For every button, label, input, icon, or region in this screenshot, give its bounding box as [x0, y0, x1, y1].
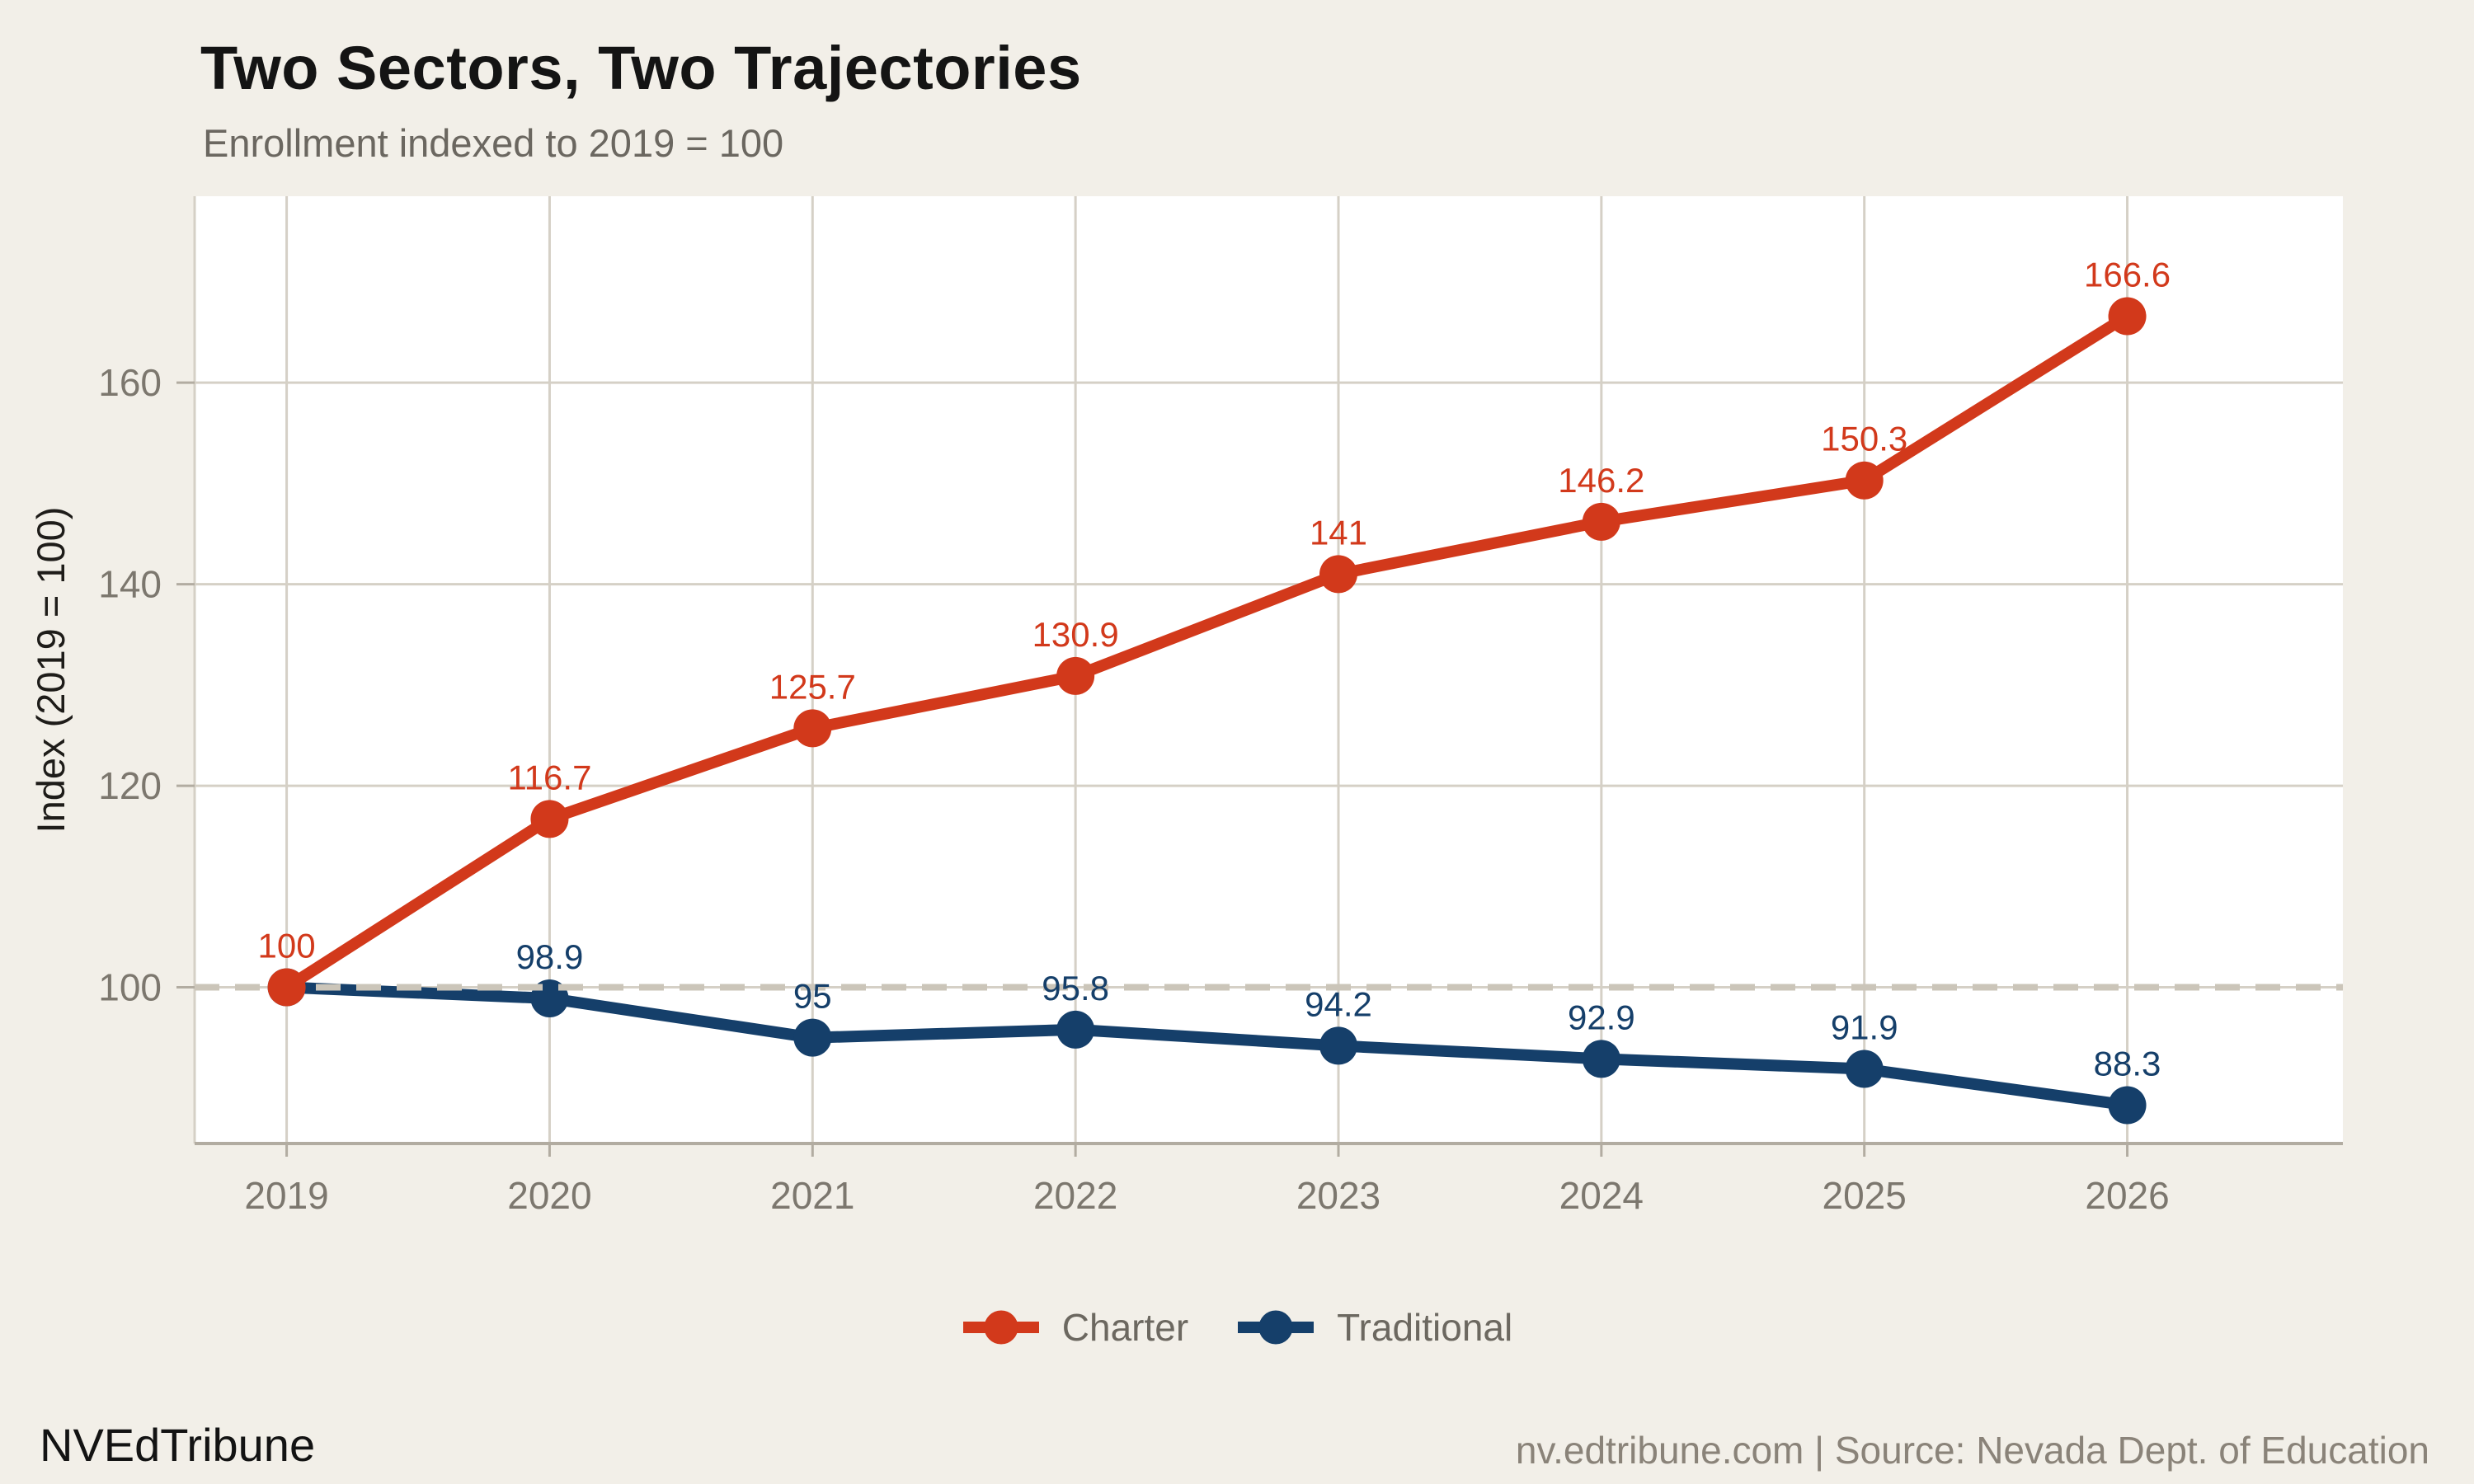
traditional-line: [280, 981, 2133, 1111]
point-charter-2020: [530, 800, 569, 838]
data-label-charter-2023: 141: [1310, 513, 1367, 552]
point-traditional-2022: [1056, 1010, 1095, 1049]
point-traditional-2023: [1319, 1026, 1357, 1065]
y-axis-label: Index (2019 = 100): [29, 507, 73, 834]
data-label-traditional-2023: 94.2: [1305, 984, 1372, 1023]
legend-label-traditional: Traditional: [1337, 1306, 1513, 1349]
x-tick-label-2020: 2020: [507, 1174, 591, 1217]
data-label-charter-2020: 116.7: [507, 758, 591, 796]
x-tick-label-2021: 2021: [770, 1174, 854, 1217]
point-charter-2019: [267, 968, 306, 1007]
point-charter-2022: [1056, 656, 1095, 695]
charter-legend-marker-icon: [962, 1310, 1039, 1345]
data-label-charter-2026: 166.6: [2084, 255, 2171, 294]
data-label-traditional-2022: 95.8: [1042, 969, 1109, 1007]
data-label-charter-2024: 146.2: [1558, 461, 1644, 500]
point-traditional-2025: [1845, 1050, 1884, 1088]
data-label-traditional-2025: 91.9: [1831, 1008, 1898, 1047]
data-label-traditional-2026: 88.3: [2094, 1045, 2161, 1083]
point-traditional-2026: [2108, 1086, 2147, 1125]
charter-line: [280, 310, 2133, 993]
point-charter-2024: [1582, 502, 1620, 541]
y-tick-label-160: 160: [98, 361, 162, 404]
y-tick-label-140: 140: [98, 563, 162, 606]
x-tick-label-2024: 2024: [1559, 1174, 1644, 1217]
data-label-charter-2021: 125.7: [769, 667, 856, 706]
legend-item-charter: Charter: [962, 1305, 1188, 1350]
legend-item-traditional: Traditional: [1236, 1305, 1512, 1350]
data-label-charter-2025: 150.3: [1821, 420, 1907, 458]
x-tick-label-2026: 2026: [2085, 1174, 2169, 1217]
legend-label-charter: Charter: [1061, 1306, 1189, 1349]
traditional-legend-marker-icon: [1238, 1310, 1315, 1345]
data-label-charter-2022: 130.9: [1032, 615, 1119, 654]
data-label-traditional-2020: 98.9: [516, 937, 584, 976]
y-tick-label-120: 120: [98, 764, 162, 807]
x-tick-label-2022: 2022: [1033, 1174, 1117, 1217]
chart-subtitle: Enrollment indexed to 2019 = 100: [203, 121, 784, 165]
source-attribution: nv.edtribune.com | Source: Nevada Dept. …: [1515, 1429, 2429, 1472]
point-charter-2025: [1845, 461, 1884, 500]
x-tick-label-2025: 2025: [1823, 1174, 1907, 1217]
data-label-charter-2019: 100: [258, 927, 316, 965]
data-label-traditional-2024: 92.9: [1568, 998, 1635, 1036]
publisher-brand: NVEdTribune: [40, 1419, 316, 1471]
point-charter-2023: [1319, 555, 1357, 594]
legend: Charter Traditional: [0, 1305, 2474, 1350]
y-tick-label-100: 100: [98, 966, 162, 1009]
point-traditional-2024: [1582, 1040, 1620, 1078]
point-charter-2021: [793, 709, 832, 748]
chart-title: Two Sectors, Two Trajectories: [200, 34, 1082, 102]
x-tick-label-2019: 2019: [244, 1174, 328, 1217]
point-charter-2026: [2108, 297, 2147, 336]
data-label-traditional-2021: 95: [793, 977, 832, 1016]
x-tick-label-2023: 2023: [1296, 1174, 1380, 1217]
point-traditional-2021: [793, 1018, 832, 1057]
